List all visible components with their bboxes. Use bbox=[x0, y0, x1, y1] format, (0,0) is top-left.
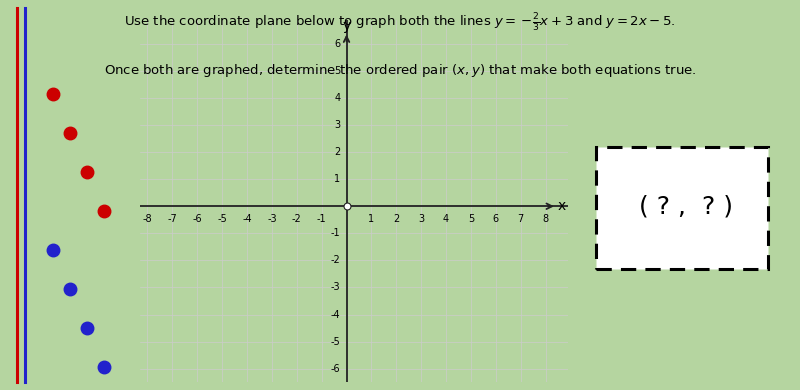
Text: y: y bbox=[342, 19, 350, 33]
Text: 4: 4 bbox=[443, 215, 449, 224]
Text: 4: 4 bbox=[334, 93, 340, 103]
Text: -3: -3 bbox=[267, 215, 277, 224]
Text: -4: -4 bbox=[330, 310, 340, 319]
Text: 1: 1 bbox=[334, 174, 340, 184]
Text: -6: -6 bbox=[330, 363, 340, 374]
Text: -2: -2 bbox=[330, 255, 340, 266]
Text: 6: 6 bbox=[334, 39, 340, 49]
Text: 2: 2 bbox=[334, 147, 340, 157]
Text: 5: 5 bbox=[468, 215, 474, 224]
Text: -3: -3 bbox=[330, 282, 340, 292]
Text: 5: 5 bbox=[334, 66, 340, 76]
FancyBboxPatch shape bbox=[596, 147, 768, 269]
Text: Use the coordinate plane below to graph both the lines $y = -\!\frac{2}{3}x + 3$: Use the coordinate plane below to graph … bbox=[124, 12, 676, 34]
Text: -1: -1 bbox=[330, 228, 340, 238]
Text: 3: 3 bbox=[418, 215, 424, 224]
Text: -2: -2 bbox=[292, 215, 302, 224]
Text: -5: -5 bbox=[330, 337, 340, 347]
Text: -1: -1 bbox=[317, 215, 326, 224]
Text: 2: 2 bbox=[393, 215, 399, 224]
Text: x: x bbox=[558, 199, 566, 213]
Text: 1: 1 bbox=[368, 215, 374, 224]
Text: -4: -4 bbox=[242, 215, 252, 224]
Text: 8: 8 bbox=[542, 215, 549, 224]
Text: -7: -7 bbox=[167, 215, 178, 224]
Text: -6: -6 bbox=[193, 215, 202, 224]
Text: 3: 3 bbox=[334, 120, 340, 130]
Text: Once both are graphed, determine the ordered pair $(x, y)$ that make both equati: Once both are graphed, determine the ord… bbox=[104, 62, 696, 80]
Text: -8: -8 bbox=[142, 215, 152, 224]
Text: 7: 7 bbox=[518, 215, 524, 224]
Text: -5: -5 bbox=[218, 215, 227, 224]
Text: ( ? ,  ? ): ( ? , ? ) bbox=[639, 195, 733, 219]
Text: 6: 6 bbox=[493, 215, 499, 224]
